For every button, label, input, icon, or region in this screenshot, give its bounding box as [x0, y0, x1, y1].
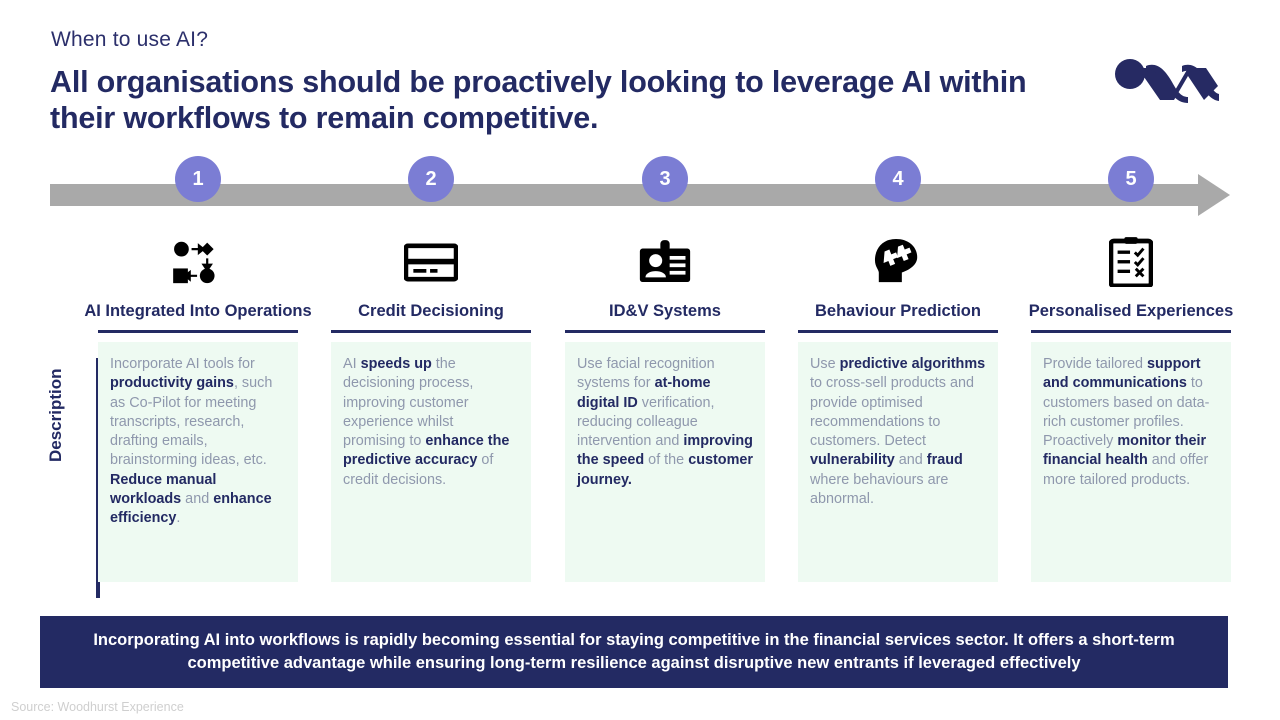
timeline-node-5[interactable]: 5: [1108, 156, 1154, 202]
workflow-diagram-icon: [81, 232, 315, 292]
column-rule: [565, 330, 765, 333]
column-title: Behaviour Prediction: [815, 302, 981, 320]
timeline-node-4[interactable]: 4: [875, 156, 921, 202]
timeline-node-2[interactable]: 2: [408, 156, 454, 202]
column-title: Personalised Experiences: [1028, 302, 1234, 320]
column-description: AI speeds up the decisioning process, im…: [331, 342, 531, 582]
page-eyebrow: When to use AI?: [51, 28, 209, 51]
page-title: All organisations should be proactively …: [50, 65, 1027, 135]
credit-card-icon: [314, 232, 548, 292]
columns-container: AI Integrated Into Operations Incorporat…: [0, 232, 1280, 602]
column-credit-decisioning[interactable]: Credit Decisioning AI speeds up the deci…: [314, 232, 548, 582]
column-rule: [98, 330, 298, 333]
column-behaviour-prediction[interactable]: Behaviour Prediction Use predictive algo…: [781, 232, 1015, 582]
column-ai-integrated-into-operations[interactable]: AI Integrated Into Operations Incorporat…: [81, 232, 315, 582]
column-rule: [331, 330, 531, 333]
column-rule: [798, 330, 998, 333]
column-rule: [1031, 330, 1231, 333]
column-title: ID&V Systems: [609, 302, 721, 320]
timeline: 1 2 3 4 5: [50, 156, 1230, 216]
timeline-arrow-icon: [1198, 174, 1230, 216]
summary-banner: Incorporating AI into workflows is rapid…: [40, 616, 1228, 688]
column-title: Credit Decisioning: [358, 302, 504, 320]
column-title: AI Integrated Into Operations: [84, 302, 312, 320]
timeline-bar: [50, 184, 1200, 206]
column-description: Provide tailored support and communicati…: [1031, 342, 1231, 582]
column-description: Incorporate AI tools for productivity ga…: [98, 342, 298, 582]
column-personalised-experiences[interactable]: Personalised Experiences Provide tailore…: [1014, 232, 1248, 582]
head-puzzle-icon: [781, 232, 1015, 292]
id-badge-icon: [548, 232, 782, 292]
timeline-node-1[interactable]: 1: [175, 156, 221, 202]
column-description: Use predictive algorithms to cross-sell …: [798, 342, 998, 582]
clipboard-checklist-icon: [1014, 232, 1248, 292]
source-note: Source: Woodhurst Experience: [11, 700, 184, 714]
woodhurst-logo: [1112, 56, 1222, 112]
timeline-node-3[interactable]: 3: [642, 156, 688, 202]
column-idv-systems[interactable]: ID&V Systems Use facial recognition syst…: [548, 232, 782, 582]
column-description: Use facial recognition systems for at-ho…: [565, 342, 765, 582]
